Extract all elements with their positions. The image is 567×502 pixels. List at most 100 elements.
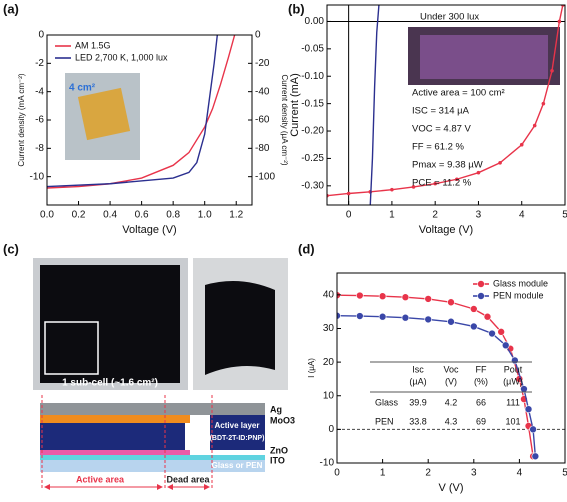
table-header: Voc [443, 364, 459, 374]
annotation: Under 300 lux [420, 12, 479, 23]
y2-axis-title: Current density (µA cm⁻²) [280, 74, 289, 165]
layer-substrate [40, 460, 265, 472]
layer-label: Glass or PEN [212, 461, 263, 470]
marker [520, 385, 528, 393]
module-photo [40, 265, 180, 383]
y2-tick-label: -40 [255, 86, 270, 97]
device [77, 87, 131, 141]
x-axis-title: Voltage (V) [122, 224, 176, 236]
layer-active [40, 423, 185, 450]
x-tick-label: 1.0 [198, 210, 212, 221]
y-tick-label: 10 [323, 390, 335, 401]
marker [550, 68, 554, 73]
table-header: (%) [474, 376, 488, 386]
y-tick-label: -2 [35, 58, 44, 69]
y-tick-label: 0.00 [305, 16, 325, 27]
legend-marker [477, 280, 485, 288]
y-axis-title: Current density (mA cm⁻²) [17, 73, 26, 166]
annotation: FF = 61.2 % [412, 142, 465, 153]
series-line [369, 5, 380, 205]
series-line [47, 35, 219, 188]
y-tick-label: -0.10 [301, 71, 324, 82]
marker [455, 177, 459, 182]
y-tick-label: 0 [38, 30, 44, 41]
annotation: PCE = 11.2 % [412, 178, 472, 189]
table-cell: 111 [506, 397, 520, 407]
layer-moo3 [40, 415, 190, 423]
y-tick-label: 0 [328, 424, 334, 435]
y-axis-title: Current (mA) [289, 73, 301, 137]
y2-tick-label: -100 [255, 171, 275, 182]
marker [497, 328, 505, 336]
marker [355, 291, 364, 300]
x-tick-label: 0 [334, 468, 340, 479]
legend-label: Glass module [493, 278, 548, 288]
legend-label: LED 2,700 K, 1,000 lux [75, 52, 168, 62]
y-axis-title: I (µA) [307, 358, 316, 378]
y2-tick-label: 0 [255, 30, 261, 41]
table-cell: Glass [375, 397, 399, 407]
marker [346, 191, 351, 196]
layer-ito [40, 455, 265, 460]
photo-label: 1 sub-cell (~1.6 cm²) [62, 378, 158, 389]
plot [327, 5, 565, 205]
marker [447, 317, 455, 326]
marker [390, 187, 394, 192]
marker [501, 341, 510, 350]
x-tick-label: 0.0 [40, 210, 54, 221]
x-tick-label: 5 [562, 210, 567, 221]
annotation: ISC = 314 µA [412, 106, 470, 117]
y2-tick-label: -60 [255, 115, 270, 126]
marker [355, 312, 364, 320]
marker [519, 142, 524, 147]
x-tick-label: 3 [471, 468, 477, 479]
layer-active [210, 415, 265, 450]
marker [424, 295, 433, 303]
y-tick-label: -0.15 [301, 98, 324, 109]
x-tick-label: 3 [476, 210, 482, 221]
marker [401, 313, 410, 322]
table-cell: 66 [476, 397, 486, 407]
table-cell: 69 [476, 416, 486, 426]
marker [498, 161, 502, 165]
marker [541, 101, 546, 106]
panel-label: (a) [3, 1, 19, 16]
marker [433, 181, 437, 186]
x-tick-label: 1 [380, 468, 386, 479]
marker [337, 311, 341, 320]
x-tick-label: 2 [425, 468, 431, 479]
table-header: (µA) [409, 376, 426, 386]
legend-marker [477, 292, 485, 300]
legend-label: PEN module [493, 290, 544, 300]
table-cell: 33.8 [409, 416, 427, 426]
marker [401, 293, 410, 302]
x-tick-label: 0.8 [166, 210, 180, 221]
marker [469, 322, 478, 331]
area-label: Active area [76, 474, 125, 484]
x-tick-label: 4 [519, 210, 525, 221]
legend-label: AM 1.5G [75, 40, 111, 50]
marker [529, 425, 537, 434]
layer-label: Ag [270, 404, 282, 414]
layer-label: Active layer [215, 421, 260, 430]
y-tick-label: -0.20 [301, 126, 324, 137]
x-tick-label: 1.2 [229, 210, 243, 221]
y-tick-label: -10 [30, 171, 45, 182]
y-tick-label: -8 [35, 143, 44, 154]
plot-frame [336, 272, 566, 464]
x-tick-label: 0.6 [135, 210, 149, 221]
marker [378, 292, 387, 301]
marker [483, 312, 492, 321]
panel-label: (c) [3, 241, 19, 256]
y-tick-label: -0.25 [301, 153, 324, 164]
annotation: Active area = 100 cm² [412, 88, 505, 99]
plot [47, 35, 236, 189]
y-tick-label: -4 [35, 86, 44, 97]
x-tick-label: 0.4 [103, 210, 117, 221]
layer-label: ITO [270, 455, 285, 465]
table-header: Pout [504, 364, 523, 374]
y-tick-label: -10 [320, 458, 335, 469]
y-tick-label: -0.05 [301, 43, 324, 54]
y-tick-label: 40 [323, 289, 335, 300]
table-cell: 4.3 [445, 416, 458, 426]
